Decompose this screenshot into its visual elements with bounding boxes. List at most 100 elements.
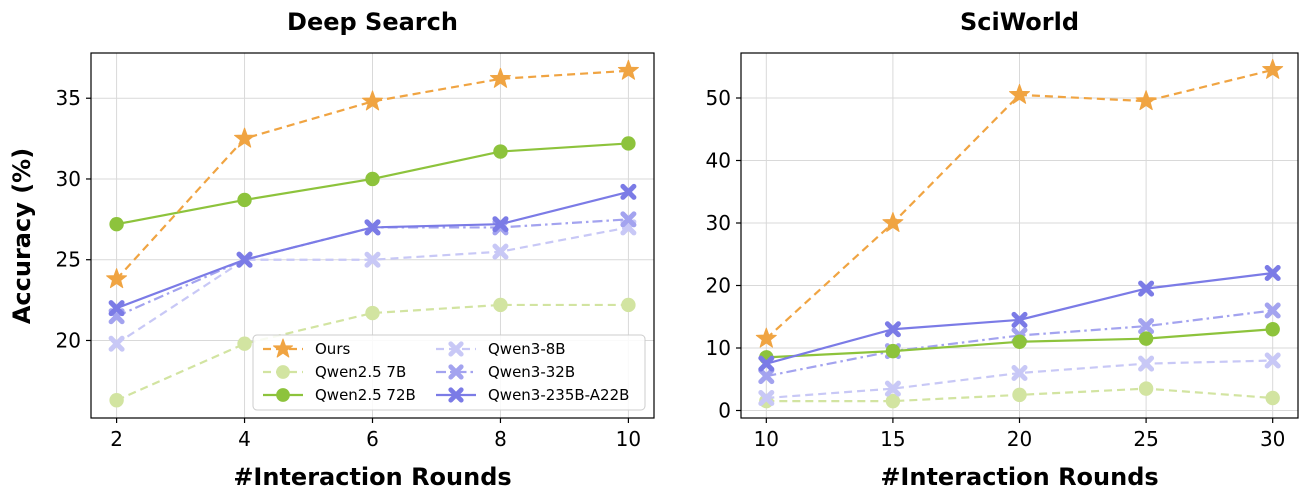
- data-point-ours: [882, 212, 904, 232]
- legend-marker: [448, 341, 464, 357]
- x-tick-label: 30: [1260, 427, 1285, 451]
- data-point-qwen3-235b-a22b: [884, 321, 901, 338]
- legend-label: Qwen2.5 7B: [315, 363, 406, 381]
- y-tick-label: 50: [706, 86, 731, 110]
- data-point-qwen3-8b: [884, 380, 901, 397]
- y-tick-label: 0: [718, 399, 731, 423]
- data-point-qwen3-235b-a22b: [492, 216, 509, 233]
- legend-marker: [448, 387, 464, 403]
- legend-label: Qwen3-32B: [488, 363, 575, 381]
- data-point-qwen2-5-7b: [885, 393, 901, 409]
- data-point-qwen3-8b: [758, 390, 775, 406]
- legend-box: [252, 334, 646, 411]
- legend-marker: [273, 338, 293, 358]
- x-tick-label: 25: [1133, 427, 1158, 451]
- legend-entry-ours: Ours: [263, 338, 350, 358]
- data-point-qwen3-32b: [1264, 302, 1281, 319]
- legend-label: Qwen3-8B: [488, 340, 566, 358]
- data-point-ours: [1135, 90, 1157, 111]
- data-point-qwen3-8b: [1011, 365, 1028, 381]
- legend-entry-qwen3-8b: Qwen3-8B: [436, 340, 566, 358]
- data-point-qwen2-5-72b: [237, 192, 252, 208]
- series-qwen3-8b: [758, 352, 1281, 406]
- data-point-qwen3-8b: [108, 335, 125, 352]
- data-point-qwen2-5-72b: [493, 144, 508, 159]
- data-point-ours: [362, 90, 383, 111]
- series-qwen3-235b-a22b: [108, 183, 637, 317]
- x-tick-label: 15: [880, 427, 905, 451]
- data-point-qwen2-5-72b: [621, 136, 636, 151]
- panel-1: 2 4 6 8 10 20 25 30 35 Deep Search #Interaction Ro…: [56, 8, 655, 491]
- data-point-qwen3-235b-a22b: [236, 251, 253, 268]
- series-line-qwen2-5-7b: [116, 303, 629, 402]
- data-point-qwen2-5-72b: [1138, 331, 1154, 346]
- data-point-qwen3-8b: [1264, 352, 1281, 369]
- data-point-ours: [234, 127, 256, 148]
- y-tick-label: 30: [56, 167, 81, 191]
- y-tick-label: 25: [56, 248, 81, 272]
- legend-entry-qwen3-235b-a22b: Qwen3-235B-A22B: [436, 386, 629, 404]
- data-point-qwen2-5-72b: [1012, 334, 1027, 349]
- y-tick-label: 35: [56, 86, 81, 110]
- data-point-qwen2-5-7b: [237, 336, 252, 351]
- data-point-qwen3-32b: [1138, 318, 1155, 335]
- x-tick-label: 10: [616, 427, 641, 451]
- data-point-qwen2-5-72b: [365, 171, 380, 187]
- x-tick-label: 4: [238, 427, 251, 451]
- legend-label: Ours: [315, 340, 350, 358]
- data-point-qwen3-8b: [1138, 355, 1155, 372]
- legend-entry-qwen2-5-72b: Qwen2.5 72B: [263, 386, 416, 404]
- series-line-qwen3-32b: [766, 309, 1273, 378]
- x-tick-label: 8: [494, 427, 507, 451]
- data-point-qwen2-5-7b: [1012, 387, 1027, 403]
- data-point-qwen3-235b-a22b: [1011, 311, 1028, 328]
- data-point-qwen3-235b-a22b: [1264, 265, 1281, 281]
- data-point-qwen3-235b-a22b: [620, 183, 637, 200]
- data-point-qwen3-235b-a22b: [108, 300, 125, 317]
- series-qwen2-5-7b: [109, 297, 636, 408]
- data-point-qwen3-235b-a22b: [1138, 280, 1155, 297]
- data-point-ours: [755, 327, 777, 348]
- data-point-ours: [617, 59, 639, 80]
- x-tick-label: 2: [110, 427, 123, 451]
- data-point-qwen2-5-7b: [621, 297, 636, 313]
- y-tick-label: 10: [706, 336, 731, 360]
- legend: Ours Qwen2.5 7B Qwen2.5 72B Qwen3-8B Qwen3-3…: [252, 334, 646, 411]
- data-point-qwen3-8b: [492, 243, 509, 260]
- chart-title: SciWorld: [960, 8, 1079, 36]
- series-ours: [106, 59, 639, 289]
- data-point-qwen2-5-72b: [109, 216, 124, 232]
- legend-label: Qwen3-235B-A22B: [488, 386, 629, 404]
- data-point-qwen2-5-72b: [885, 343, 901, 359]
- x-axis-label: #Interaction Rounds: [233, 463, 511, 491]
- data-point-qwen2-5-7b: [365, 305, 380, 321]
- legend-entry-qwen3-32b: Qwen3-32B: [436, 363, 575, 381]
- y-tick-label: 20: [706, 274, 731, 298]
- y-tick-label: 40: [706, 149, 731, 173]
- y-tick-label: 30: [706, 211, 731, 235]
- data-point-qwen2-5-7b: [109, 393, 124, 408]
- legend-marker: [276, 365, 290, 379]
- data-point-qwen2-5-7b: [1138, 381, 1154, 396]
- data-point-qwen2-5-72b: [1265, 322, 1280, 337]
- data-point-qwen3-32b: [758, 368, 775, 385]
- legend-marker: [448, 364, 464, 380]
- legend-entry-qwen2-5-7b: Qwen2.5 7B: [263, 363, 406, 381]
- data-point-ours: [489, 67, 511, 88]
- x-axis-label: #Interaction Rounds: [880, 463, 1158, 491]
- x-tick-label: 20: [1007, 427, 1032, 451]
- data-point-qwen2-5-7b: [1265, 390, 1280, 406]
- y-axis-label: Accuracy (%): [8, 148, 36, 324]
- series-line-ours: [115, 69, 629, 280]
- y-tick-label: 20: [56, 328, 81, 352]
- data-point-qwen3-32b: [620, 211, 637, 228]
- data-point-ours: [106, 268, 128, 289]
- data-point-qwen3-235b-a22b: [364, 219, 381, 236]
- series-qwen3-235b-a22b: [758, 265, 1281, 372]
- data-point-qwen2-5-7b: [493, 297, 508, 313]
- panel-2: 10 15 20 25 30 0 10 20 30 40 50 SciWorld #Interactio…: [706, 8, 1299, 491]
- x-tick-label: 10: [754, 427, 779, 451]
- legend-marker: [276, 388, 290, 402]
